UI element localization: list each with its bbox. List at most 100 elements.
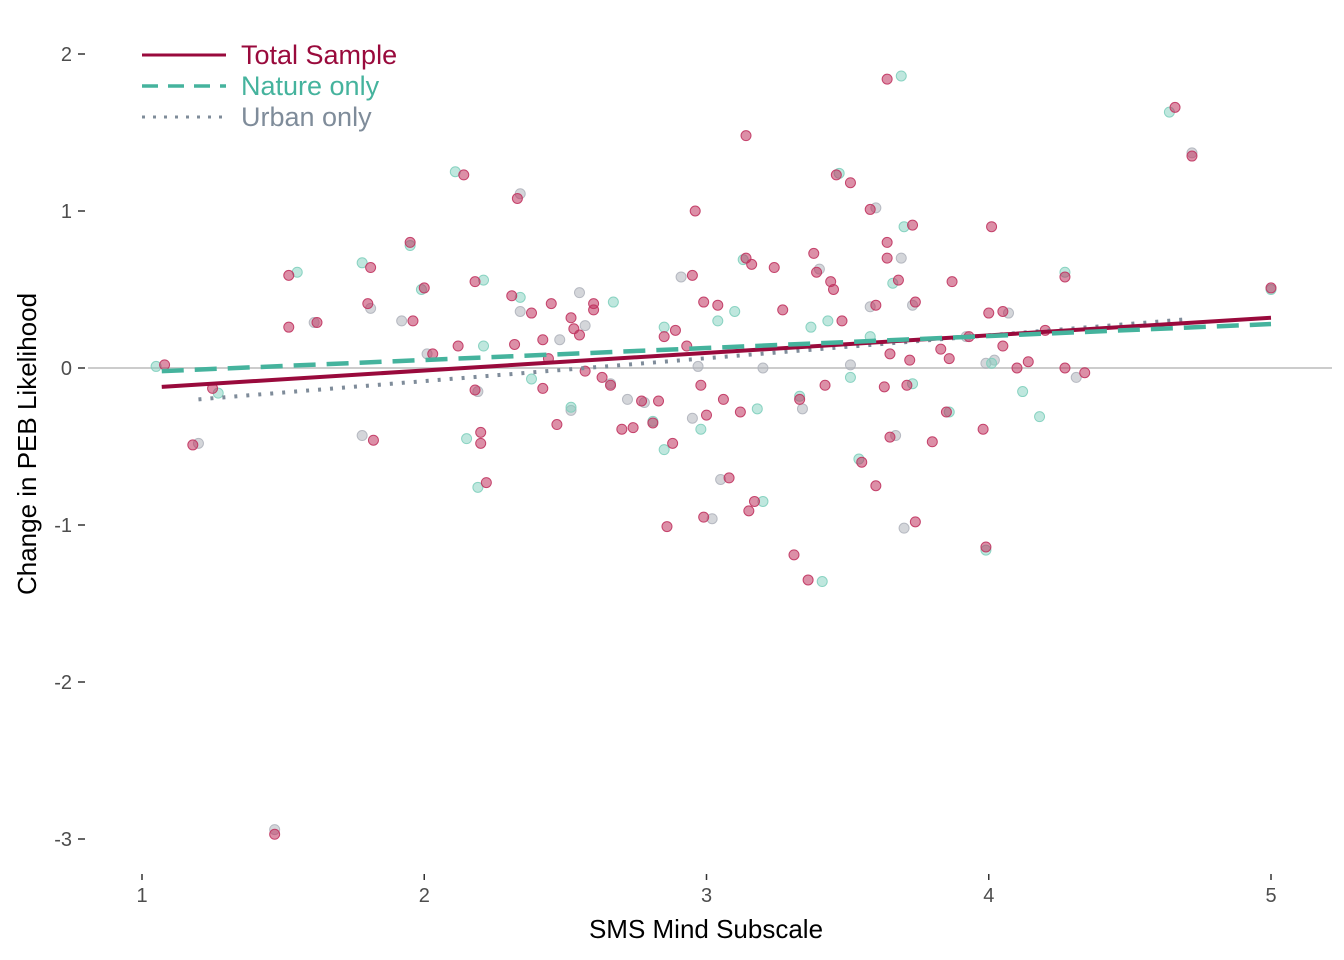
data-point-urban-only bbox=[898, 522, 910, 534]
data-point-total-sample bbox=[701, 409, 712, 421]
data-point-total-sample bbox=[717, 393, 729, 405]
data-point-total-sample bbox=[844, 177, 856, 189]
data-point-total-sample bbox=[819, 379, 831, 391]
data-point-total-sample bbox=[269, 828, 281, 840]
x-tick-label: 4 bbox=[983, 885, 994, 907]
data-point-total-sample bbox=[653, 395, 665, 407]
data-point-total-sample bbox=[1186, 150, 1198, 162]
legend-label-total-sample: Total Sample bbox=[241, 40, 397, 70]
data-point-total-sample bbox=[777, 304, 789, 316]
data-point-nature-only bbox=[461, 433, 473, 445]
x-tick-label: 3 bbox=[701, 885, 712, 907]
data-point-nature-only bbox=[816, 576, 828, 588]
data-point-nature-only bbox=[729, 305, 741, 317]
data-point-total-sample bbox=[881, 252, 893, 264]
data-point-total-sample bbox=[997, 340, 1009, 352]
data-point-total-sample bbox=[627, 422, 639, 434]
data-point-nature-only bbox=[658, 444, 670, 456]
data-point-total-sample bbox=[864, 203, 876, 215]
data-point-total-sample bbox=[909, 296, 921, 308]
data-point-total-sample bbox=[526, 307, 538, 319]
data-point-total-sample bbox=[811, 266, 823, 278]
data-point-total-sample bbox=[746, 258, 758, 270]
data-point-total-sample bbox=[734, 406, 746, 418]
data-point-nature-only bbox=[822, 315, 834, 327]
data-point-nature-only bbox=[895, 70, 907, 82]
data-point-total-sample bbox=[537, 382, 549, 394]
y-axis-title: Change in PEB Likelihood bbox=[12, 293, 42, 595]
data-point-total-sample bbox=[1011, 362, 1023, 374]
data-point-total-sample bbox=[901, 379, 913, 391]
data-point-total-sample bbox=[946, 276, 958, 288]
x-tick-label: 5 bbox=[1265, 885, 1276, 907]
data-point-total-sample bbox=[909, 516, 921, 528]
data-point-nature-only bbox=[356, 257, 368, 269]
data-point-urban-only bbox=[757, 362, 769, 374]
data-point-nature-only bbox=[1034, 411, 1046, 423]
data-point-total-sample bbox=[881, 73, 893, 85]
data-point-total-sample bbox=[480, 477, 492, 489]
data-point-urban-only bbox=[579, 320, 591, 332]
data-point-urban-only bbox=[554, 334, 566, 346]
data-point-total-sample bbox=[418, 282, 430, 294]
data-point-total-sample bbox=[545, 298, 557, 310]
data-point-total-sample bbox=[977, 423, 989, 435]
data-point-total-sample bbox=[892, 274, 904, 286]
data-point-nature-only bbox=[986, 357, 998, 369]
x-tick-label: 2 bbox=[419, 885, 430, 907]
data-point-nature-only bbox=[712, 315, 724, 327]
data-point-total-sample bbox=[669, 324, 681, 336]
data-point-nature-only bbox=[526, 373, 538, 385]
data-point-total-sample bbox=[856, 456, 868, 468]
data-point-total-sample bbox=[870, 480, 882, 492]
data-point-total-sample bbox=[808, 247, 820, 259]
data-point-total-sample bbox=[362, 298, 374, 310]
data-point-nature-only bbox=[805, 321, 817, 333]
data-point-total-sample bbox=[830, 169, 842, 181]
x-axis: 1 2 3 4 5 bbox=[136, 874, 1277, 907]
data-point-total-sample bbox=[573, 329, 585, 341]
data-point-total-sample bbox=[1265, 282, 1277, 294]
legend-label-nature-only: Nature only bbox=[241, 71, 380, 101]
data-point-total-sample bbox=[712, 299, 724, 311]
data-point-total-sample bbox=[940, 406, 952, 418]
data-point-total-sample bbox=[695, 379, 707, 391]
data-point-total-sample bbox=[740, 130, 752, 142]
x-axis-title: SMS Mind Subscale bbox=[589, 914, 823, 944]
data-point-total-sample bbox=[926, 436, 938, 448]
data-point-total-sample bbox=[698, 511, 710, 523]
legend-label-urban-only: Urban only bbox=[241, 102, 372, 132]
data-point-total-sample bbox=[881, 236, 893, 248]
data-point-total-sample bbox=[469, 276, 481, 288]
data-point-total-sample bbox=[1079, 367, 1091, 379]
x-tick-label: 1 bbox=[136, 885, 147, 907]
regression-lines-layer bbox=[161, 315, 1272, 402]
data-point-nature-only bbox=[844, 371, 856, 383]
data-point-total-sample bbox=[1022, 356, 1034, 368]
data-point-total-sample bbox=[475, 437, 487, 449]
data-point-nature-only bbox=[478, 340, 490, 352]
data-point-urban-only bbox=[621, 393, 633, 405]
data-point-total-sample bbox=[907, 219, 919, 231]
data-point-total-sample bbox=[723, 472, 735, 484]
data-point-nature-only bbox=[658, 321, 670, 333]
data-point-total-sample bbox=[658, 331, 670, 343]
data-point-nature-only bbox=[565, 401, 577, 413]
data-point-total-sample bbox=[983, 307, 995, 319]
data-point-urban-only bbox=[675, 271, 687, 283]
data-point-total-sample bbox=[980, 541, 992, 553]
data-point-urban-only bbox=[692, 360, 704, 372]
data-point-total-sample bbox=[407, 315, 419, 327]
data-point-total-sample bbox=[1059, 271, 1071, 283]
data-point-total-sample bbox=[681, 340, 693, 352]
data-point-total-sample bbox=[283, 269, 295, 281]
data-point-total-sample bbox=[616, 423, 628, 435]
data-point-total-sample bbox=[588, 304, 600, 316]
data-point-nature-only bbox=[472, 481, 484, 493]
data-point-total-sample bbox=[367, 434, 379, 446]
data-point-total-sample bbox=[506, 290, 518, 302]
data-point-total-sample bbox=[870, 299, 882, 311]
data-point-total-sample bbox=[943, 353, 955, 365]
data-point-total-sample bbox=[661, 521, 673, 533]
